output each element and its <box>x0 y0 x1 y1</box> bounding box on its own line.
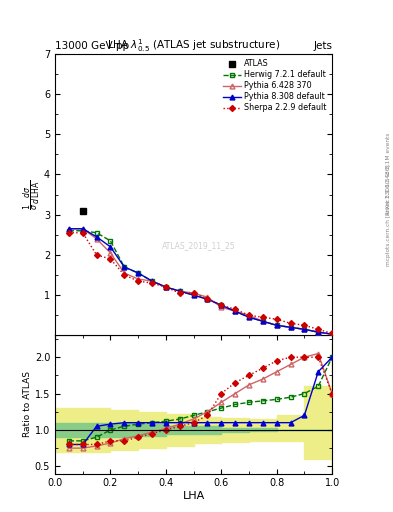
Title: LHA $\lambda^{1}_{0.5}$ (ATLAS jet substructure): LHA $\lambda^{1}_{0.5}$ (ATLAS jet subst… <box>107 37 280 54</box>
Text: Jets: Jets <box>313 41 332 51</box>
Legend: ATLAS, Herwig 7.2.1 default, Pythia 6.428 370, Pythia 8.308 default, Sherpa 2.2.: ATLAS, Herwig 7.2.1 default, Pythia 6.42… <box>222 58 328 114</box>
Text: 13000 GeV pp: 13000 GeV pp <box>55 41 129 51</box>
X-axis label: LHA: LHA <box>182 491 205 501</box>
Text: mcplots.cern.ch [arXiv:1306.3436]: mcplots.cern.ch [arXiv:1306.3436] <box>386 164 391 266</box>
Text: ATLAS_2019_11_25: ATLAS_2019_11_25 <box>162 241 236 250</box>
Y-axis label: $\frac{1}{\sigma}\frac{d\sigma}{d\,\mathrm{LHA}}$: $\frac{1}{\sigma}\frac{d\sigma}{d\,\math… <box>21 180 42 209</box>
Y-axis label: Ratio to ATLAS: Ratio to ATLAS <box>23 372 32 437</box>
Text: Rivet 3.1.10, ≥ 3.1M events: Rivet 3.1.10, ≥ 3.1M events <box>386 133 391 215</box>
